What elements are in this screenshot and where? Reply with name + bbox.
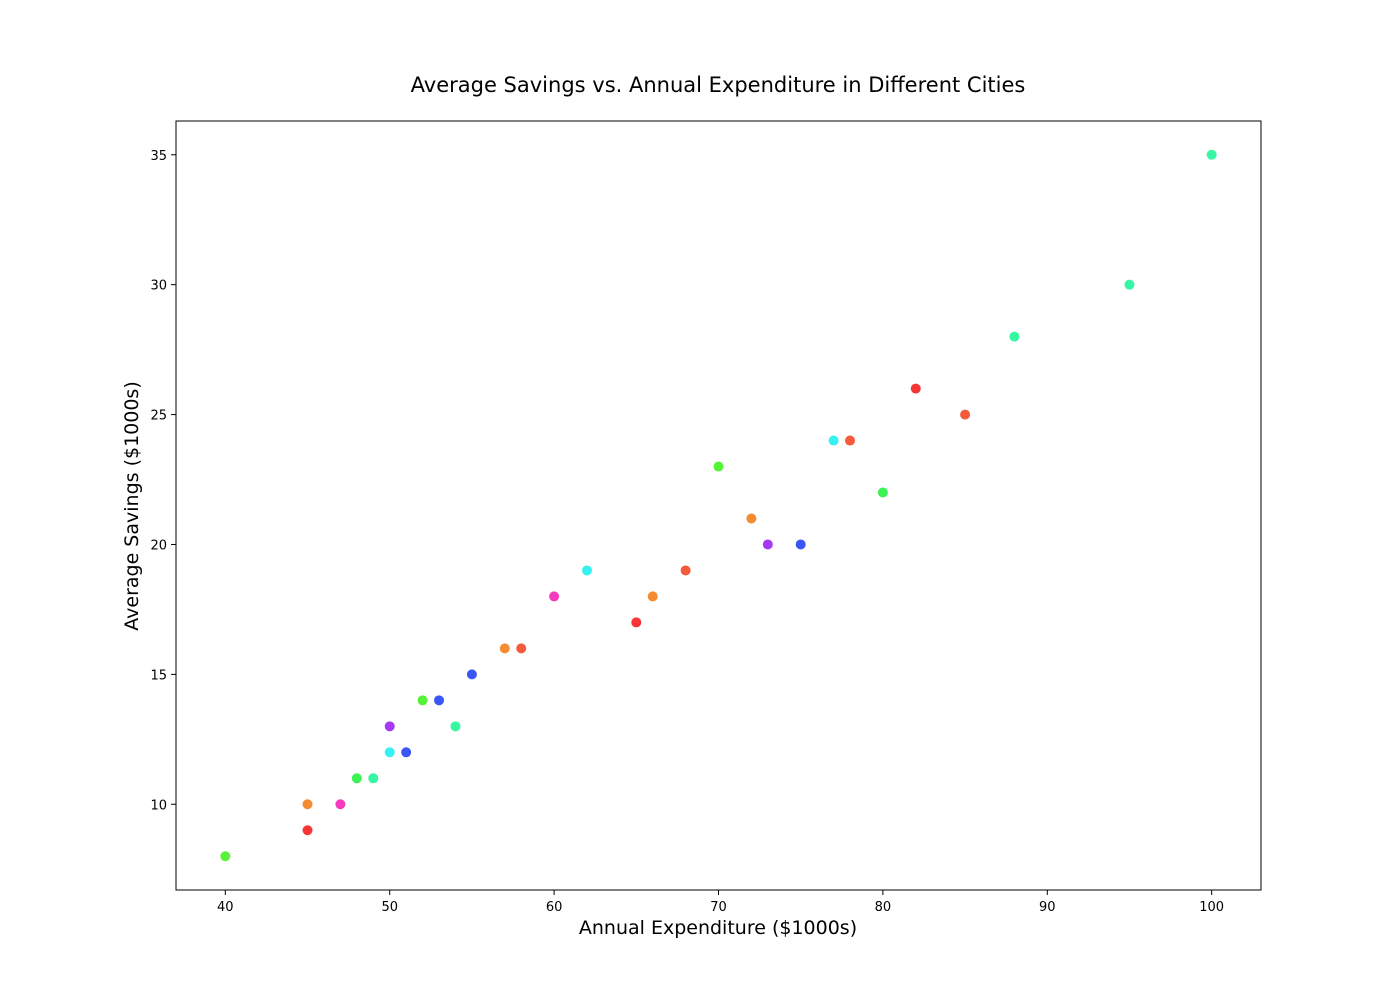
data-point bbox=[401, 747, 412, 758]
data-point bbox=[845, 435, 856, 446]
data-points bbox=[220, 149, 1217, 862]
data-point bbox=[713, 461, 724, 472]
data-point bbox=[466, 669, 477, 680]
data-point bbox=[1009, 331, 1020, 342]
data-point bbox=[302, 799, 313, 810]
data-point bbox=[746, 513, 757, 524]
x-axis-label: Annual Expenditure ($1000s) bbox=[579, 917, 857, 939]
chart-title: Average Savings vs. Annual Expenditure i… bbox=[411, 73, 1026, 97]
data-point bbox=[417, 695, 428, 706]
data-point bbox=[680, 565, 691, 576]
data-point bbox=[795, 539, 806, 550]
x-tick-label: 80 bbox=[875, 900, 892, 915]
data-point bbox=[450, 721, 461, 732]
data-point bbox=[960, 409, 971, 420]
data-point bbox=[351, 773, 362, 784]
data-point bbox=[434, 695, 445, 706]
x-tick-label: 90 bbox=[1039, 900, 1056, 915]
x-tick-label: 100 bbox=[1199, 900, 1224, 915]
data-point bbox=[302, 825, 313, 836]
y-tick-label: 35 bbox=[150, 149, 167, 164]
y-tick-label: 20 bbox=[150, 538, 167, 553]
plot-area bbox=[175, 120, 1262, 891]
y-tick-label: 15 bbox=[150, 668, 167, 683]
data-point bbox=[220, 851, 231, 862]
y-axis-label: Average Savings ($1000s) bbox=[121, 381, 143, 631]
data-point bbox=[335, 799, 346, 810]
data-point bbox=[1124, 279, 1135, 290]
data-point bbox=[368, 773, 379, 784]
data-point bbox=[581, 565, 592, 576]
data-point bbox=[384, 747, 395, 758]
x-tick-label: 60 bbox=[546, 900, 563, 915]
data-point bbox=[631, 617, 642, 628]
y-tick-label: 10 bbox=[150, 798, 167, 813]
data-point bbox=[910, 383, 921, 394]
y-tick-label: 30 bbox=[150, 279, 167, 294]
data-point bbox=[828, 435, 839, 446]
x-tick-label: 40 bbox=[217, 900, 234, 915]
x-tick-label: 70 bbox=[710, 900, 727, 915]
data-point bbox=[516, 643, 527, 654]
data-point bbox=[384, 721, 395, 732]
data-point bbox=[1206, 149, 1217, 160]
plot-frame bbox=[175, 120, 1262, 891]
data-point bbox=[877, 487, 888, 498]
x-tick-label: 50 bbox=[381, 900, 398, 915]
data-point bbox=[549, 591, 560, 602]
y-axis: 10 15 20 25 30 35 bbox=[150, 149, 176, 813]
y-tick-label: 25 bbox=[150, 409, 167, 424]
data-point bbox=[499, 643, 510, 654]
data-point bbox=[647, 591, 658, 602]
x-axis: 40 50 60 70 80 90 100 bbox=[217, 890, 1224, 915]
data-point bbox=[762, 539, 773, 550]
